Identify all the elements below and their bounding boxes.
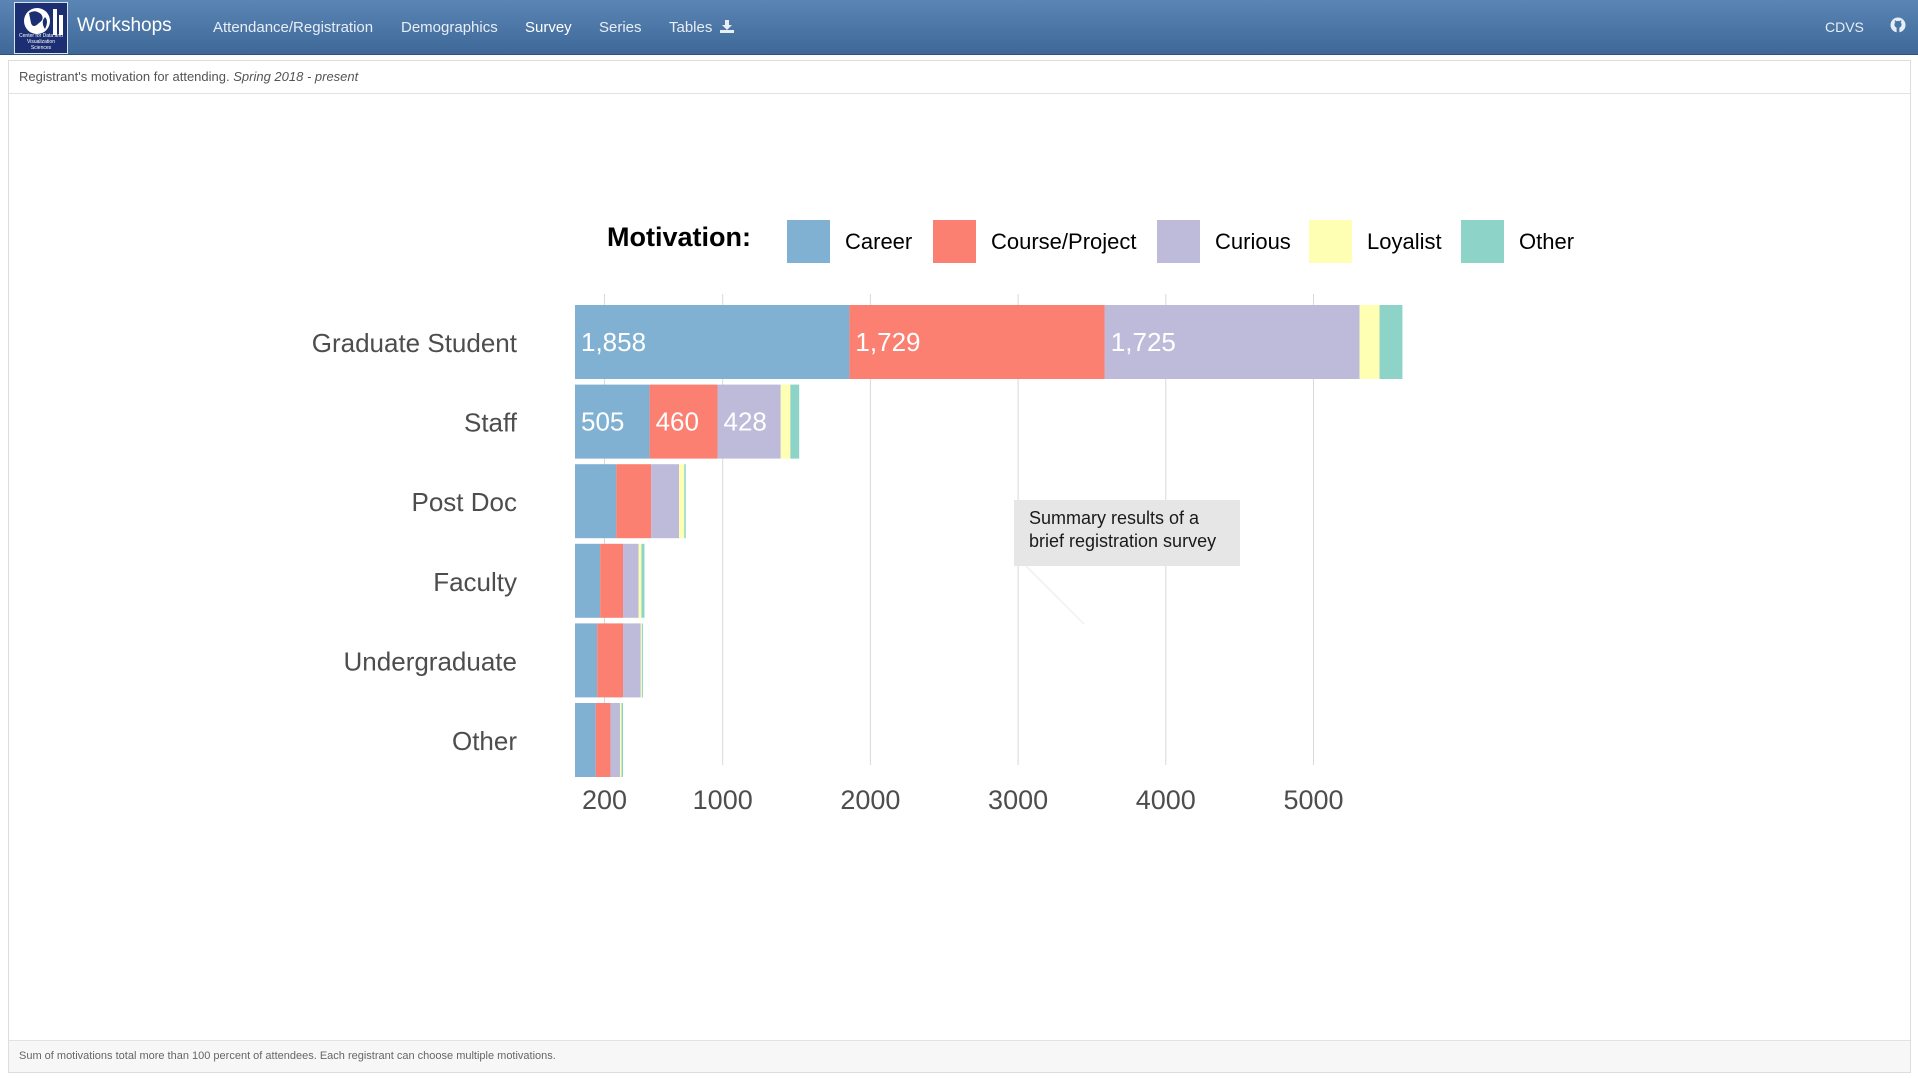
bar-segment xyxy=(597,623,624,698)
legend-label: Loyalist xyxy=(1367,229,1442,254)
nav-tables[interactable]: Tables xyxy=(669,19,734,36)
bar-segment xyxy=(623,543,639,618)
bar-segment xyxy=(1379,305,1403,379)
bar-value-label: 1,858 xyxy=(581,327,646,357)
bar-value-label: 505 xyxy=(581,407,624,437)
github-icon xyxy=(1890,17,1906,33)
top-navbar: Center for Data and Visualization Scienc… xyxy=(0,0,1918,55)
bar-segment xyxy=(575,543,601,618)
bar-segment xyxy=(679,464,685,539)
bar-segment xyxy=(641,543,645,618)
category-labels: Graduate Student Staff Post Doc Faculty Unde… xyxy=(312,328,518,756)
category-label: Other xyxy=(452,726,517,756)
category-label: Faculty xyxy=(433,567,517,597)
panel-footer-note: Sum of motivations total more than 100 p… xyxy=(9,1040,1910,1072)
bar-segment xyxy=(780,384,791,459)
bar-segment xyxy=(638,543,642,618)
bar-segment xyxy=(620,703,622,777)
bar-value-label: 428 xyxy=(724,407,767,437)
legend-swatch xyxy=(1157,220,1200,263)
bar-segment xyxy=(849,305,1105,379)
bar-segment xyxy=(623,623,641,698)
chart-caption: Registrant's motivation for attending. xyxy=(19,69,230,84)
panel-heading: Registrant's motivation for attending. S… xyxy=(9,61,1910,94)
legend-swatch xyxy=(1309,220,1352,263)
bar-segment xyxy=(641,623,643,698)
nav-survey[interactable]: Survey xyxy=(525,19,572,36)
legend-label: Career xyxy=(845,229,912,254)
bar-segment xyxy=(575,464,617,539)
bar-segment xyxy=(649,384,718,459)
annotation-text: Summary results of a xyxy=(1029,508,1200,528)
motivation-stacked-bar-chart: Motivation: Career Course/Project Curious Lo… xyxy=(312,220,1574,815)
bar-segment xyxy=(575,305,850,379)
x-tick-label: 200 xyxy=(582,785,627,815)
legend-label: Curious xyxy=(1215,229,1291,254)
bar-segment xyxy=(651,464,680,539)
annotation-tooltip: Summary results of a brief registration s… xyxy=(1013,500,1240,625)
bar-segment xyxy=(1359,305,1380,379)
category-label: Post Doc xyxy=(412,487,518,517)
x-tick-label: 4000 xyxy=(1136,785,1196,815)
cdvs-logo[interactable]: Center for Data and Visualization Scienc… xyxy=(14,2,68,54)
legend-swatch xyxy=(1461,220,1504,263)
nav-tables-label: Tables xyxy=(669,19,713,36)
bar-segment xyxy=(610,703,621,777)
bar-value-label: 1,729 xyxy=(855,327,920,357)
bar-segment xyxy=(600,543,624,618)
legend-swatch xyxy=(933,220,976,263)
nav-demographics[interactable]: Demographics xyxy=(401,19,498,36)
x-tick-label: 5000 xyxy=(1283,785,1343,815)
x-axis-ticks: 200 1000 2000 3000 4000 5000 xyxy=(582,785,1344,815)
github-link[interactable] xyxy=(1890,17,1906,36)
app-title[interactable]: Workshops xyxy=(77,15,172,36)
bar-segment xyxy=(640,623,642,698)
category-label: Undergraduate xyxy=(344,646,517,676)
bar-segment xyxy=(717,384,781,459)
chart-panel: Registrant's motivation for attending. S… xyxy=(8,60,1911,1073)
annotation-text: brief registration survey xyxy=(1029,531,1216,551)
bar-segment xyxy=(575,623,598,698)
logo-text: Center for Data and Visualization Scienc… xyxy=(19,33,63,51)
nav-series[interactable]: Series xyxy=(599,19,642,36)
bar-segment xyxy=(621,703,624,777)
category-label: Graduate Student xyxy=(312,328,518,358)
data-labels: 1,858 1,729 1,725 505 460 428 xyxy=(581,327,1176,437)
chart-legend: Motivation: Career Course/Project Curious Lo… xyxy=(607,220,1574,263)
nav-cdvs-link[interactable]: CDVS xyxy=(1825,19,1864,35)
bar-segment xyxy=(684,464,686,539)
legend-label: Other xyxy=(1519,229,1574,254)
bar-value-label: 1,725 xyxy=(1111,327,1176,357)
globe-icon xyxy=(24,8,63,35)
nav-attendance-registration[interactable]: Attendance/Registration xyxy=(213,19,374,36)
x-tick-label: 2000 xyxy=(840,785,900,815)
category-label: Staff xyxy=(464,408,518,438)
annotation-box xyxy=(1014,500,1240,566)
chart-period: Spring 2018 - present xyxy=(233,69,359,84)
legend-swatch xyxy=(787,220,830,263)
bar-segment xyxy=(575,384,650,459)
bar-segment xyxy=(616,464,652,539)
bar-group xyxy=(575,305,1403,777)
x-tick-label: 3000 xyxy=(988,785,1048,815)
bar-segment xyxy=(790,384,800,459)
bar-segment xyxy=(595,703,611,777)
download-icon xyxy=(719,20,734,33)
bar-segment xyxy=(575,703,596,777)
legend-label: Course/Project xyxy=(991,229,1137,254)
legend-title: Motivation: xyxy=(607,222,751,252)
bar-value-label: 460 xyxy=(656,407,699,437)
bar-segment xyxy=(1104,305,1360,379)
x-tick-label: 1000 xyxy=(693,785,753,815)
